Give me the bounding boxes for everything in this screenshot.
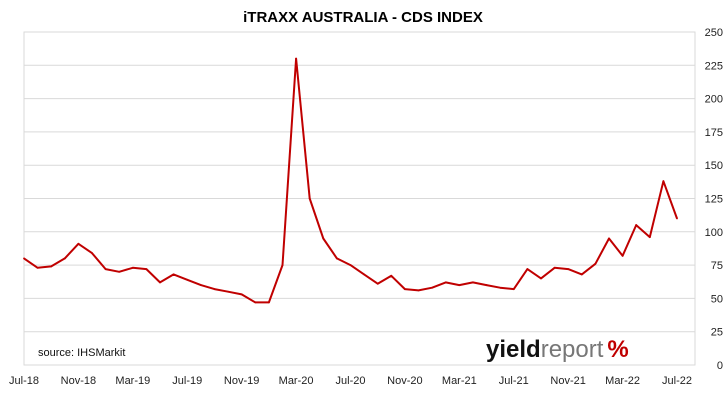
x-tick-label: Jul-20 — [336, 375, 366, 387]
data-point — [63, 257, 66, 260]
data-point — [159, 281, 161, 284]
data-point — [676, 217, 678, 220]
x-tick-label: Nov-18 — [61, 375, 96, 387]
data-point — [390, 274, 393, 277]
data-point — [118, 270, 121, 273]
data-point — [227, 290, 229, 293]
data-point — [349, 264, 352, 266]
data-point — [91, 252, 93, 255]
data-point — [267, 301, 270, 304]
x-tick-label: Jul-18 — [9, 375, 39, 387]
x-tick-label: Jul-19 — [172, 375, 202, 387]
data-point — [36, 266, 39, 269]
data-point — [635, 224, 638, 227]
data-point — [594, 262, 597, 265]
data-point — [308, 197, 311, 200]
data-point — [77, 242, 80, 245]
x-tick-label: Mar-20 — [279, 375, 314, 387]
data-point — [526, 268, 529, 270]
data-point — [485, 284, 488, 286]
x-tick-label: Mar-22 — [605, 375, 640, 387]
data-point — [608, 237, 610, 240]
gridlines — [24, 31, 695, 333]
data-point — [186, 278, 189, 281]
x-tick-label: Jul-21 — [499, 375, 529, 387]
data-point — [50, 265, 53, 268]
yieldreport-logo: yieldreport% — [486, 336, 629, 363]
y-tick-label: 175 — [705, 127, 723, 139]
y-tick-label: 125 — [705, 194, 723, 206]
x-tick-label: Jul-22 — [662, 375, 692, 387]
y-tick-label: 25 — [711, 327, 723, 339]
data-point — [621, 254, 624, 257]
data-point — [131, 266, 134, 269]
data-point — [444, 281, 447, 284]
data-point — [458, 284, 461, 286]
y-tick-label: 0 — [717, 360, 723, 372]
data-point — [499, 286, 502, 289]
data-point — [404, 288, 406, 290]
data-point — [417, 289, 420, 292]
data-point — [335, 257, 338, 260]
x-tick-label: Mar-21 — [442, 375, 477, 387]
data-point — [662, 180, 665, 183]
x-axis: Jul-18 Nov-18 Mar-19 Jul-19 Nov-19 Mar-20 Jul-… — [9, 375, 692, 387]
data-point — [512, 288, 515, 290]
x-tick-label: Mar-19 — [115, 375, 150, 387]
series-layer — [23, 57, 678, 304]
x-tick-label: Nov-21 — [550, 375, 585, 387]
data-point — [648, 236, 651, 239]
data-point — [172, 273, 175, 276]
data-point — [23, 257, 25, 260]
data-point — [240, 293, 243, 296]
y-axis: 0 25 50 75 100 125 150 175 200 225 250 — [705, 27, 723, 372]
source-label: source: IHSMarkit — [38, 347, 125, 359]
data-point — [254, 301, 257, 304]
data-point — [431, 286, 434, 289]
data-point — [199, 284, 202, 286]
x-tick-label: Nov-19 — [224, 375, 259, 387]
x-tick-label: Nov-20 — [387, 375, 422, 387]
y-tick-label: 225 — [705, 60, 723, 72]
data-point — [376, 282, 379, 285]
y-tick-label: 150 — [705, 160, 723, 172]
y-tick-label: 200 — [705, 94, 723, 106]
data-point — [322, 237, 325, 240]
chart-title: iTRAXX AUSTRALIA - CDS INDEX — [243, 9, 483, 26]
data-point — [281, 264, 284, 266]
data-point — [580, 273, 583, 276]
y-tick-label: 75 — [711, 260, 723, 272]
y-tick-label: 250 — [705, 27, 723, 39]
y-tick-label: 100 — [705, 227, 723, 239]
data-point — [295, 57, 297, 60]
data-point — [363, 273, 366, 276]
data-point — [213, 288, 216, 290]
data-point — [567, 268, 570, 270]
logo-text: yieldreport% — [486, 336, 629, 363]
data-point — [553, 266, 556, 269]
data-point — [145, 268, 148, 270]
data-point — [104, 268, 107, 270]
data-point — [540, 277, 542, 280]
y-tick-label: 50 — [711, 293, 723, 305]
data-point — [472, 281, 474, 284]
